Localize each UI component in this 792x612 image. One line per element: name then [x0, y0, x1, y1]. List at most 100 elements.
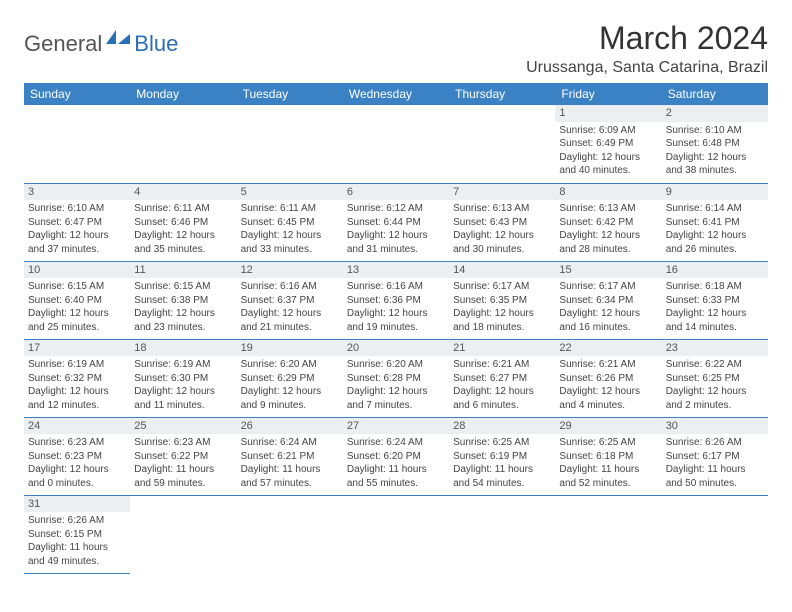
calendar-cell: 31Sunrise: 6:26 AMSunset: 6:15 PMDayligh…: [24, 495, 130, 573]
calendar-cell: 18Sunrise: 6:19 AMSunset: 6:30 PMDayligh…: [130, 339, 236, 417]
daylight-text: and 57 minutes.: [241, 477, 339, 491]
sunset-text: Sunset: 6:20 PM: [347, 450, 445, 464]
daylight-text: and 30 minutes.: [453, 243, 551, 257]
sunset-text: Sunset: 6:28 PM: [347, 372, 445, 386]
sail-icon: [106, 26, 132, 52]
daylight-text: Daylight: 12 hours: [134, 229, 232, 243]
sunrise-text: Sunrise: 6:24 AM: [241, 436, 339, 450]
daylight-text: Daylight: 11 hours: [559, 463, 657, 477]
day-number: 16: [662, 262, 768, 279]
calendar-cell: [24, 105, 130, 183]
daylight-text: Daylight: 12 hours: [241, 307, 339, 321]
sunset-text: Sunset: 6:27 PM: [453, 372, 551, 386]
sunset-text: Sunset: 6:43 PM: [453, 216, 551, 230]
day-number: 18: [130, 340, 236, 357]
calendar-cell: 11Sunrise: 6:15 AMSunset: 6:38 PMDayligh…: [130, 261, 236, 339]
calendar-cell: 8Sunrise: 6:13 AMSunset: 6:42 PMDaylight…: [555, 183, 661, 261]
title-block: March 2024 Urussanga, Santa Catarina, Br…: [526, 20, 768, 77]
calendar-row: 31Sunrise: 6:26 AMSunset: 6:15 PMDayligh…: [24, 495, 768, 573]
day-number: 22: [555, 340, 661, 357]
sunrise-text: Sunrise: 6:16 AM: [347, 280, 445, 294]
calendar-cell: 12Sunrise: 6:16 AMSunset: 6:37 PMDayligh…: [237, 261, 343, 339]
daylight-text: Daylight: 12 hours: [559, 385, 657, 399]
daylight-text: and 49 minutes.: [28, 555, 126, 569]
calendar-cell: 23Sunrise: 6:22 AMSunset: 6:25 PMDayligh…: [662, 339, 768, 417]
daylight-text: Daylight: 12 hours: [666, 151, 764, 165]
calendar-row: 17Sunrise: 6:19 AMSunset: 6:32 PMDayligh…: [24, 339, 768, 417]
sunset-text: Sunset: 6:19 PM: [453, 450, 551, 464]
calendar-cell: 9Sunrise: 6:14 AMSunset: 6:41 PMDaylight…: [662, 183, 768, 261]
calendar-cell: 28Sunrise: 6:25 AMSunset: 6:19 PMDayligh…: [449, 417, 555, 495]
calendar-cell: 30Sunrise: 6:26 AMSunset: 6:17 PMDayligh…: [662, 417, 768, 495]
daylight-text: Daylight: 12 hours: [347, 385, 445, 399]
weekday-header-row: Sunday Monday Tuesday Wednesday Thursday…: [24, 83, 768, 105]
sunset-text: Sunset: 6:44 PM: [347, 216, 445, 230]
day-number: 10: [24, 262, 130, 279]
daylight-text: and 55 minutes.: [347, 477, 445, 491]
daylight-text: and 37 minutes.: [28, 243, 126, 257]
calendar-table: Sunday Monday Tuesday Wednesday Thursday…: [24, 83, 768, 574]
calendar-cell: 22Sunrise: 6:21 AMSunset: 6:26 PMDayligh…: [555, 339, 661, 417]
sunrise-text: Sunrise: 6:20 AM: [241, 358, 339, 372]
sunset-text: Sunset: 6:32 PM: [28, 372, 126, 386]
daylight-text: Daylight: 12 hours: [28, 229, 126, 243]
sunrise-text: Sunrise: 6:16 AM: [241, 280, 339, 294]
sunrise-text: Sunrise: 6:23 AM: [134, 436, 232, 450]
sunset-text: Sunset: 6:35 PM: [453, 294, 551, 308]
day-number: 29: [555, 418, 661, 435]
location-text: Urussanga, Santa Catarina, Brazil: [526, 59, 768, 77]
sunset-text: Sunset: 6:23 PM: [28, 450, 126, 464]
daylight-text: Daylight: 12 hours: [453, 307, 551, 321]
daylight-text: Daylight: 12 hours: [28, 463, 126, 477]
sunrise-text: Sunrise: 6:13 AM: [453, 202, 551, 216]
weekday-header: Friday: [555, 83, 661, 105]
daylight-text: Daylight: 12 hours: [347, 229, 445, 243]
day-number: 25: [130, 418, 236, 435]
daylight-text: Daylight: 12 hours: [559, 307, 657, 321]
daylight-text: Daylight: 12 hours: [559, 229, 657, 243]
daylight-text: Daylight: 12 hours: [241, 229, 339, 243]
day-number: 30: [662, 418, 768, 435]
sunrise-text: Sunrise: 6:15 AM: [134, 280, 232, 294]
day-number: 5: [237, 184, 343, 201]
sunset-text: Sunset: 6:30 PM: [134, 372, 232, 386]
daylight-text: Daylight: 11 hours: [453, 463, 551, 477]
daylight-text: and 18 minutes.: [453, 321, 551, 335]
calendar-cell: [555, 495, 661, 573]
sunrise-text: Sunrise: 6:20 AM: [347, 358, 445, 372]
weekday-header: Saturday: [662, 83, 768, 105]
daylight-text: Daylight: 12 hours: [559, 151, 657, 165]
daylight-text: and 11 minutes.: [134, 399, 232, 413]
calendar-cell: 13Sunrise: 6:16 AMSunset: 6:36 PMDayligh…: [343, 261, 449, 339]
day-number: 20: [343, 340, 449, 357]
calendar-cell: 3Sunrise: 6:10 AMSunset: 6:47 PMDaylight…: [24, 183, 130, 261]
calendar-cell: 24Sunrise: 6:23 AMSunset: 6:23 PMDayligh…: [24, 417, 130, 495]
daylight-text: Daylight: 11 hours: [28, 541, 126, 555]
daylight-text: and 6 minutes.: [453, 399, 551, 413]
sunset-text: Sunset: 6:25 PM: [666, 372, 764, 386]
sunset-text: Sunset: 6:40 PM: [28, 294, 126, 308]
sunrise-text: Sunrise: 6:15 AM: [28, 280, 126, 294]
sunrise-text: Sunrise: 6:12 AM: [347, 202, 445, 216]
calendar-row: 10Sunrise: 6:15 AMSunset: 6:40 PMDayligh…: [24, 261, 768, 339]
calendar-cell: [449, 105, 555, 183]
calendar-cell: 6Sunrise: 6:12 AMSunset: 6:44 PMDaylight…: [343, 183, 449, 261]
calendar-cell: 20Sunrise: 6:20 AMSunset: 6:28 PMDayligh…: [343, 339, 449, 417]
daylight-text: Daylight: 12 hours: [134, 307, 232, 321]
sunrise-text: Sunrise: 6:17 AM: [453, 280, 551, 294]
day-number: 28: [449, 418, 555, 435]
daylight-text: Daylight: 12 hours: [666, 229, 764, 243]
sunset-text: Sunset: 6:29 PM: [241, 372, 339, 386]
daylight-text: Daylight: 12 hours: [453, 385, 551, 399]
day-number: 31: [24, 496, 130, 513]
weekday-header: Monday: [130, 83, 236, 105]
sunrise-text: Sunrise: 6:21 AM: [559, 358, 657, 372]
sunset-text: Sunset: 6:47 PM: [28, 216, 126, 230]
day-number: 2: [662, 105, 768, 122]
daylight-text: and 50 minutes.: [666, 477, 764, 491]
daylight-text: Daylight: 12 hours: [453, 229, 551, 243]
calendar-row: 3Sunrise: 6:10 AMSunset: 6:47 PMDaylight…: [24, 183, 768, 261]
sunset-text: Sunset: 6:21 PM: [241, 450, 339, 464]
sunrise-text: Sunrise: 6:21 AM: [453, 358, 551, 372]
daylight-text: and 38 minutes.: [666, 164, 764, 178]
